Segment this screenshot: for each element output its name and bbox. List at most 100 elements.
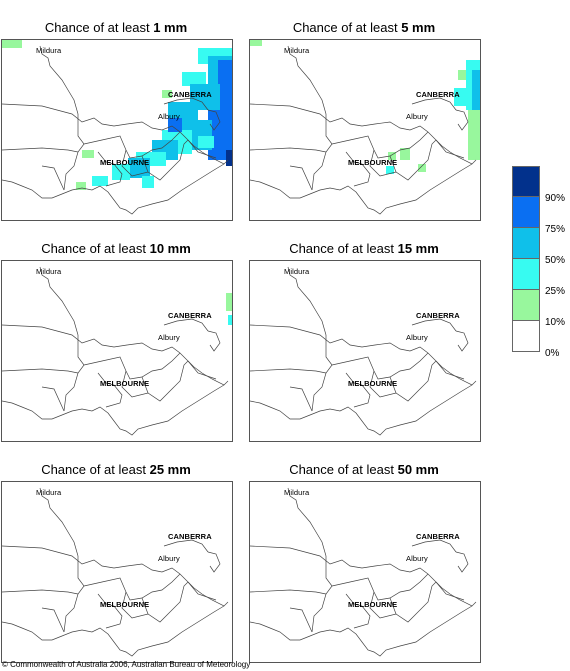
boundary-line: [63, 335, 85, 412]
panel-title-25mm: Chance of at least 25 mm: [41, 462, 191, 477]
boundary-line: [369, 360, 437, 402]
boundary-line: [345, 593, 371, 629]
probability-cell: [472, 70, 480, 110]
boundary-line: [455, 109, 469, 131]
boundary-line: [455, 330, 469, 352]
boundary-line: [2, 163, 225, 215]
probability-cell: [82, 150, 94, 158]
probability-cell: [250, 40, 262, 46]
probability-cell: [198, 136, 214, 148]
legend-label-90: 90%: [545, 193, 566, 204]
probability-cell: [418, 164, 426, 172]
boundary-line: [141, 155, 149, 173]
city-label-mildura: Mildura: [284, 488, 310, 497]
boundary-line: [250, 324, 477, 386]
state-outline-map: [2, 40, 232, 215]
probability-cell: [226, 150, 232, 166]
state-outline-map: [250, 487, 477, 657]
probability-cell: [388, 152, 396, 160]
panel-title-5mm: Chance of at least 5 mm: [292, 20, 436, 35]
map-panel-15mm: Mildura CANBERRA Albury MELBOURNE: [249, 260, 481, 442]
boundary-line: [311, 556, 333, 633]
city-label-canberra: CANBERRA: [168, 311, 212, 320]
probability-cell: [218, 60, 232, 120]
city-label-melbourne: MELBOURNE: [348, 600, 398, 609]
boundary-line: [163, 318, 209, 332]
probability-cell: [92, 176, 108, 186]
map-panel-50mm: Mildura CANBERRA Albury MELBOURNE: [249, 481, 481, 663]
probability-cell: [168, 118, 182, 132]
boundary-line: [83, 352, 181, 380]
boundary-line: [2, 368, 79, 374]
probability-cell: [468, 110, 480, 160]
boundary-line: [331, 131, 429, 159]
state-outline-map: [250, 266, 477, 436]
state-outline-map: [250, 40, 480, 215]
boundary-line: [39, 487, 79, 557]
probability-cell: [168, 102, 198, 120]
boundary-line: [250, 605, 473, 657]
boundary-line: [389, 597, 397, 615]
boundary-line: [411, 318, 457, 332]
city-label-albury: Albury: [158, 333, 180, 342]
legend-label-75: 75%: [545, 224, 566, 235]
state-outline-map: [2, 487, 229, 657]
probability-cell: [226, 293, 232, 311]
boundary-line: [2, 103, 229, 165]
boundary-line: [331, 573, 429, 601]
boundary-line: [287, 266, 327, 336]
boundary-line: [289, 165, 313, 191]
boundary-line: [435, 139, 465, 159]
probability-legend: [512, 166, 540, 352]
boundary-line: [83, 573, 181, 601]
boundary-line: [39, 266, 79, 336]
probability-cell: [458, 70, 466, 80]
boundary-line: [369, 581, 437, 623]
legend-label-25: 25%: [545, 286, 566, 297]
probability-cell: [112, 164, 130, 180]
boundary-line: [121, 581, 189, 623]
boundary-line: [435, 360, 465, 380]
panel-title-50mm: Chance of at least 50 mm: [289, 462, 439, 477]
city-label-melbourne: MELBOURNE: [100, 379, 150, 388]
boundary-line: [63, 114, 85, 191]
boundary-line: [250, 545, 477, 607]
city-label-melbourne: MELBOURNE: [348, 379, 398, 388]
boundary-line: [455, 551, 469, 573]
boundary-line: [2, 589, 79, 595]
legend-swatch-25: [512, 259, 540, 290]
boundary-line: [97, 151, 123, 187]
boundary-line: [411, 539, 457, 553]
boundary-line: [250, 147, 327, 153]
boundary-line: [311, 114, 333, 191]
city-label-canberra: CANBERRA: [416, 90, 460, 99]
boundary-line: [250, 384, 473, 436]
boundary-line: [345, 151, 371, 187]
boundary-line: [83, 131, 181, 159]
panel-title-15mm: Chance of at least 15 mm: [289, 241, 439, 256]
panel-title-10mm: Chance of at least 10 mm: [41, 241, 191, 256]
legend-swatch-0: [512, 321, 540, 352]
boundary-line: [163, 97, 209, 111]
boundary-line: [97, 372, 123, 408]
boundary-line: [207, 109, 221, 131]
boundary-line: [289, 607, 313, 633]
city-label-melbourne: MELBOURNE: [100, 158, 150, 167]
map-panel-25mm: Mildura CANBERRA Albury MELBOURNE: [1, 481, 233, 663]
boundary-line: [207, 330, 221, 352]
state-outline-map: [2, 266, 232, 436]
boundary-line: [97, 593, 123, 629]
city-label-mildura: Mildura: [36, 267, 62, 276]
city-label-melbourne: MELBOURNE: [100, 600, 150, 609]
city-label-albury: Albury: [406, 333, 428, 342]
boundary-line: [187, 581, 217, 601]
city-label-mildura: Mildura: [36, 46, 62, 55]
city-label-albury: Albury: [406, 554, 428, 563]
probability-cell: [2, 40, 22, 48]
boundary-line: [411, 97, 457, 111]
boundary-line: [331, 352, 429, 380]
probability-cell: [142, 176, 154, 188]
city-label-canberra: CANBERRA: [416, 311, 460, 320]
copyright-notice: © Commonwealth of Australia 2006, Austra…: [2, 660, 251, 669]
map-panel-1mm: Mildura CANBERRA Albury MELBOURNE: [1, 39, 233, 221]
